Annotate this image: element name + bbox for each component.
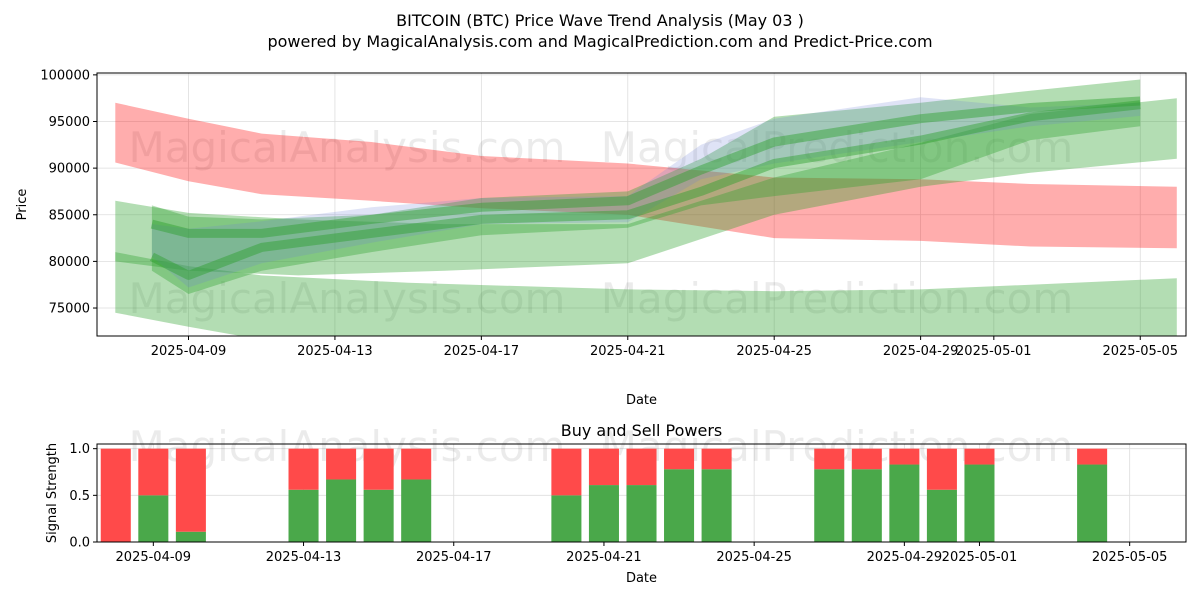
sell-bar (814, 448, 845, 470)
x-tick-label: 2025-04-25 (716, 550, 792, 565)
buy-bar (664, 469, 695, 542)
x-tick-label: 2025-05-01 (956, 344, 1032, 359)
chart-subtitle: powered by MagicalAnalysis.com and Magic… (267, 32, 932, 51)
y-tick-label: 75000 (49, 302, 90, 317)
watermark-text: MagicalAnalysis.com (129, 123, 566, 172)
sell-bar (1077, 448, 1108, 465)
band-red-0 (115, 102, 1177, 249)
sell-bar (964, 448, 995, 465)
sell-bar (664, 448, 695, 470)
buy-bar (1077, 464, 1108, 542)
sell-bar (288, 448, 319, 490)
y-tick-label: 0.5 (69, 489, 90, 504)
buy-bar (926, 489, 957, 542)
buy-bar (175, 531, 206, 542)
signal-chart-title: Buy and Sell Powers (561, 421, 723, 440)
x-tick-label: 2025-05-05 (1092, 550, 1168, 565)
sell-bar (326, 448, 357, 480)
x-tick-label: 2025-04-21 (590, 344, 666, 359)
signal-chart: MagicalAnalysis.com MagicalPrediction.com… (45, 421, 1187, 586)
sell-bar (701, 448, 732, 470)
buy-bar (326, 479, 357, 542)
x-tick-label: 2025-05-05 (1102, 344, 1178, 359)
x-tick-label: 2025-04-17 (444, 344, 520, 359)
signal-axes-frame (96, 443, 1187, 543)
y-tick-label: 90000 (49, 162, 90, 177)
sell-bar (551, 448, 582, 496)
x-tick-label: 2025-04-13 (297, 344, 373, 359)
watermark-text: MagicalPrediction.com (601, 123, 1074, 172)
buy-bar (401, 479, 432, 542)
x-tick-label: 2025-04-21 (566, 550, 642, 565)
sell-bar (175, 448, 206, 532)
band-green-1 (115, 98, 1177, 276)
sell-bar (401, 448, 432, 480)
x-tick-label: 2025-04-13 (266, 550, 342, 565)
x-tick-label: 2025-04-29 (883, 344, 959, 359)
buy-bar (363, 489, 394, 542)
x-tick-label: 2025-04-17 (416, 550, 492, 565)
y-tick-label: 80000 (49, 255, 90, 270)
buy-bar (588, 485, 619, 542)
price-x-label: Date (626, 393, 657, 408)
y-tick-label: 100000 (40, 68, 90, 83)
y-tick-label: 85000 (49, 208, 90, 223)
price-grid (97, 73, 1186, 336)
x-tick-label: 2025-04-29 (867, 550, 943, 565)
price-y-label: Price (15, 189, 30, 221)
sell-bar (363, 448, 394, 490)
y-tick-label: 0.0 (69, 536, 90, 551)
sell-bar (138, 448, 169, 496)
watermarks-top: MagicalAnalysis.com MagicalPrediction.com… (129, 123, 1074, 323)
buy-bar (138, 495, 169, 542)
buy-bar (851, 469, 882, 542)
signal-x-label: Date (626, 571, 657, 586)
x-tick-label: 2025-04-09 (116, 550, 192, 565)
y-tick-label: 1.0 (69, 442, 90, 457)
x-tick-label: 2025-04-25 (736, 344, 812, 359)
sell-bar (851, 448, 882, 470)
buy-bar (889, 464, 920, 542)
buy-bar (626, 485, 657, 542)
band-blue-4 (151, 97, 1141, 288)
x-tick-label: 2025-05-01 (942, 550, 1018, 565)
buy-bar (551, 495, 582, 542)
watermark-text: MagicalAnalysis.com (129, 274, 566, 323)
x-tick-label: 2025-04-09 (151, 344, 227, 359)
price-chart: MagicalAnalysis.com MagicalPrediction.com… (15, 68, 1187, 408)
buy-bar (701, 469, 732, 542)
y-tick-label: 95000 (49, 115, 90, 130)
watermark-text: MagicalPrediction.com (601, 274, 1074, 323)
sell-bar (626, 448, 657, 486)
buy-bar (964, 464, 995, 542)
wave-line-0 (150, 96, 1141, 238)
buy-bar (288, 489, 319, 542)
sell-bar (926, 448, 957, 490)
bar-layer (100, 448, 1108, 542)
wave-line-1 (149, 100, 1141, 280)
band-green-3 (151, 79, 1141, 294)
band-layer (115, 79, 1177, 336)
sell-bar (588, 448, 619, 486)
price-axes-frame (96, 72, 1187, 337)
watermarks-bottom: MagicalAnalysis.com MagicalPrediction.com (129, 422, 1074, 471)
sell-bar (100, 448, 131, 542)
buy-bar (814, 469, 845, 542)
sell-bar (889, 448, 920, 465)
chart-title: BITCOIN (BTC) Price Wave Trend Analysis … (396, 11, 804, 30)
band-green-2 (115, 252, 1177, 336)
signal-y-label: Signal Strength (45, 443, 60, 543)
